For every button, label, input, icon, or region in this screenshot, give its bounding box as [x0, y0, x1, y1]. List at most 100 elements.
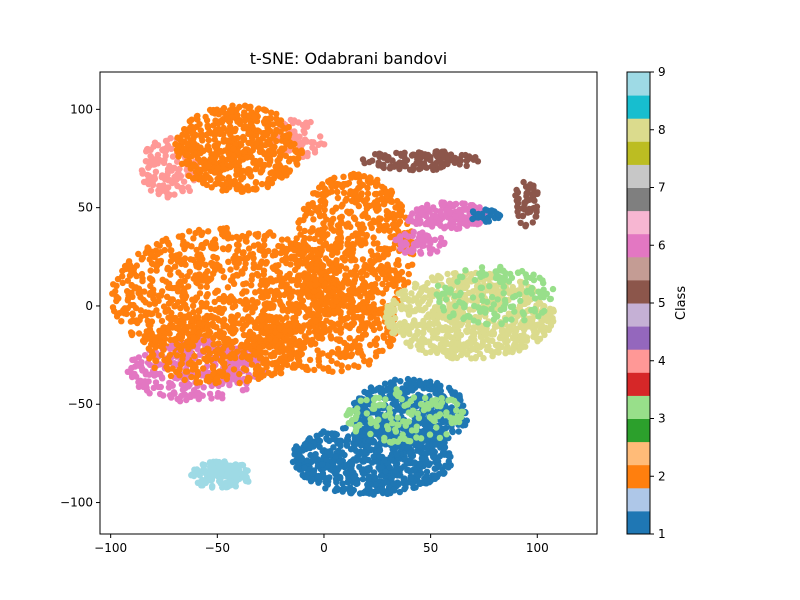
point	[210, 334, 217, 342]
point	[255, 241, 262, 248]
point	[243, 154, 251, 161]
point	[299, 297, 307, 304]
point	[237, 343, 244, 350]
point	[260, 118, 268, 126]
point	[478, 292, 485, 300]
point	[228, 234, 236, 241]
point	[416, 460, 424, 467]
point	[352, 441, 359, 448]
point	[267, 277, 275, 285]
cluster-class-2	[172, 102, 306, 195]
point	[272, 337, 279, 344]
point	[128, 371, 136, 378]
point	[306, 292, 313, 299]
point	[234, 247, 242, 254]
point	[204, 373, 212, 381]
point	[398, 268, 406, 276]
point	[389, 329, 396, 337]
point	[311, 366, 318, 374]
point	[240, 331, 248, 339]
point	[427, 287, 434, 294]
point	[151, 139, 159, 146]
point	[406, 303, 413, 310]
point	[348, 461, 356, 468]
point	[267, 149, 274, 156]
point	[392, 467, 399, 475]
point	[152, 357, 160, 365]
point	[236, 320, 243, 327]
point	[427, 156, 434, 164]
point	[461, 314, 468, 321]
point	[179, 355, 186, 363]
point	[375, 206, 382, 213]
point	[220, 138, 227, 145]
point	[452, 213, 459, 220]
point	[329, 368, 336, 375]
point	[373, 316, 381, 323]
point	[194, 116, 201, 123]
point	[330, 289, 337, 296]
point	[335, 181, 342, 188]
point	[186, 228, 193, 235]
point	[196, 271, 203, 278]
point	[500, 283, 508, 290]
point	[319, 327, 326, 334]
point	[344, 208, 351, 215]
point	[364, 190, 372, 197]
point	[155, 312, 162, 319]
point	[472, 287, 480, 294]
point	[371, 453, 378, 460]
point	[148, 318, 156, 325]
point	[177, 311, 184, 319]
point	[379, 298, 386, 306]
point	[263, 232, 270, 239]
point	[314, 347, 321, 354]
point	[166, 345, 174, 353]
point	[403, 241, 410, 248]
point	[262, 287, 270, 295]
point	[440, 325, 447, 332]
point	[166, 379, 173, 387]
point	[284, 308, 291, 315]
point	[318, 321, 325, 329]
point	[303, 260, 310, 267]
point	[125, 260, 132, 267]
point	[470, 330, 477, 337]
point	[251, 113, 258, 121]
point	[283, 281, 290, 288]
point	[391, 267, 398, 274]
point	[517, 332, 524, 340]
point	[174, 288, 182, 295]
point	[379, 271, 386, 278]
point	[236, 297, 244, 305]
point	[165, 177, 172, 184]
point	[164, 171, 171, 178]
point	[436, 294, 443, 301]
point	[199, 303, 206, 310]
point	[450, 221, 457, 228]
point	[266, 314, 273, 322]
point	[400, 331, 407, 339]
point	[500, 290, 507, 297]
point	[205, 136, 212, 144]
point	[124, 277, 131, 284]
point	[175, 342, 183, 349]
point	[294, 280, 302, 288]
point	[292, 318, 300, 326]
point	[469, 215, 476, 223]
point	[178, 234, 185, 241]
point	[283, 322, 291, 329]
point	[408, 290, 415, 297]
point	[281, 291, 288, 299]
point	[330, 227, 337, 234]
point	[379, 280, 386, 288]
point	[394, 277, 402, 284]
point	[397, 201, 404, 208]
point	[338, 352, 345, 360]
point	[427, 342, 434, 349]
point	[366, 158, 373, 166]
point	[373, 349, 380, 356]
point	[410, 162, 417, 170]
point	[322, 198, 329, 206]
point	[276, 272, 283, 280]
